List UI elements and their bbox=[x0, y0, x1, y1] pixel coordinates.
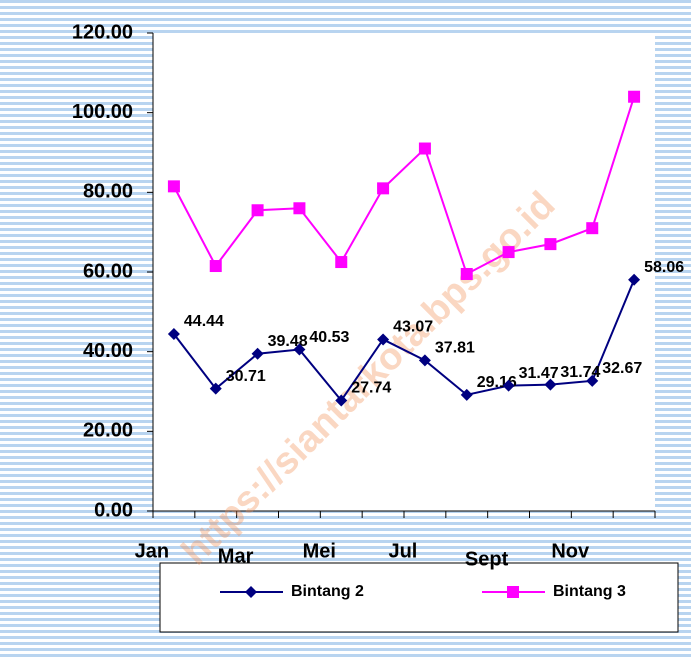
data-point bbox=[335, 394, 348, 407]
data-point bbox=[167, 327, 180, 340]
series-line bbox=[173, 96, 636, 276]
data-label: 40.53 bbox=[309, 329, 349, 346]
data-label: 58.06 bbox=[644, 259, 684, 276]
data-point bbox=[586, 374, 599, 387]
data-point bbox=[460, 267, 473, 280]
data-point bbox=[628, 273, 641, 286]
data-label: 31.47 bbox=[519, 365, 559, 382]
data-label: 27.74 bbox=[351, 380, 391, 397]
y-tick-label: 120.00 bbox=[72, 21, 133, 43]
data-label: 31.74 bbox=[560, 364, 600, 381]
data-point bbox=[544, 378, 557, 391]
y-tick-label: 100.00 bbox=[72, 101, 133, 123]
data-point bbox=[209, 382, 222, 395]
legend-box bbox=[159, 562, 679, 633]
x-tick-label: Jan bbox=[135, 540, 169, 562]
data-label: 44.44 bbox=[184, 313, 224, 330]
y-tick-label: 40.00 bbox=[83, 340, 133, 362]
data-point bbox=[586, 222, 599, 235]
data-point bbox=[460, 388, 473, 401]
data-point bbox=[502, 379, 515, 392]
data-point bbox=[167, 180, 180, 193]
data-point bbox=[502, 246, 515, 259]
data-point bbox=[251, 204, 264, 217]
y-tick-label: 0.00 bbox=[94, 499, 133, 521]
plot-area bbox=[153, 33, 655, 511]
data-point bbox=[418, 354, 431, 367]
y-tick-label: 80.00 bbox=[83, 181, 133, 203]
series-line bbox=[173, 279, 636, 403]
legend-marker bbox=[507, 586, 519, 598]
legend-label: Bintang 3 bbox=[553, 583, 626, 600]
data-point bbox=[209, 260, 222, 273]
data-label: 43.07 bbox=[393, 319, 433, 336]
data-point bbox=[251, 347, 264, 360]
data-point bbox=[293, 202, 306, 215]
legend-marker bbox=[245, 586, 257, 598]
data-label: 30.71 bbox=[226, 368, 266, 385]
data-point bbox=[335, 256, 348, 269]
data-label: 32.67 bbox=[602, 360, 642, 377]
data-label: 37.81 bbox=[435, 340, 475, 357]
data-point bbox=[418, 142, 431, 155]
data-point bbox=[377, 182, 390, 195]
x-tick-label: Sept bbox=[465, 548, 509, 570]
x-tick-label: Jul bbox=[388, 540, 417, 562]
x-tick-label: Mei bbox=[303, 540, 336, 562]
y-tick-label: 20.00 bbox=[83, 420, 133, 442]
x-tick-label: Mar bbox=[218, 545, 254, 567]
legend-label: Bintang 2 bbox=[291, 583, 364, 600]
data-point bbox=[293, 343, 306, 356]
y-tick-label: 60.00 bbox=[83, 260, 133, 282]
data-point bbox=[377, 333, 390, 346]
x-tick-label: Nov bbox=[551, 540, 590, 562]
data-point bbox=[628, 90, 641, 103]
data-point bbox=[544, 238, 557, 251]
